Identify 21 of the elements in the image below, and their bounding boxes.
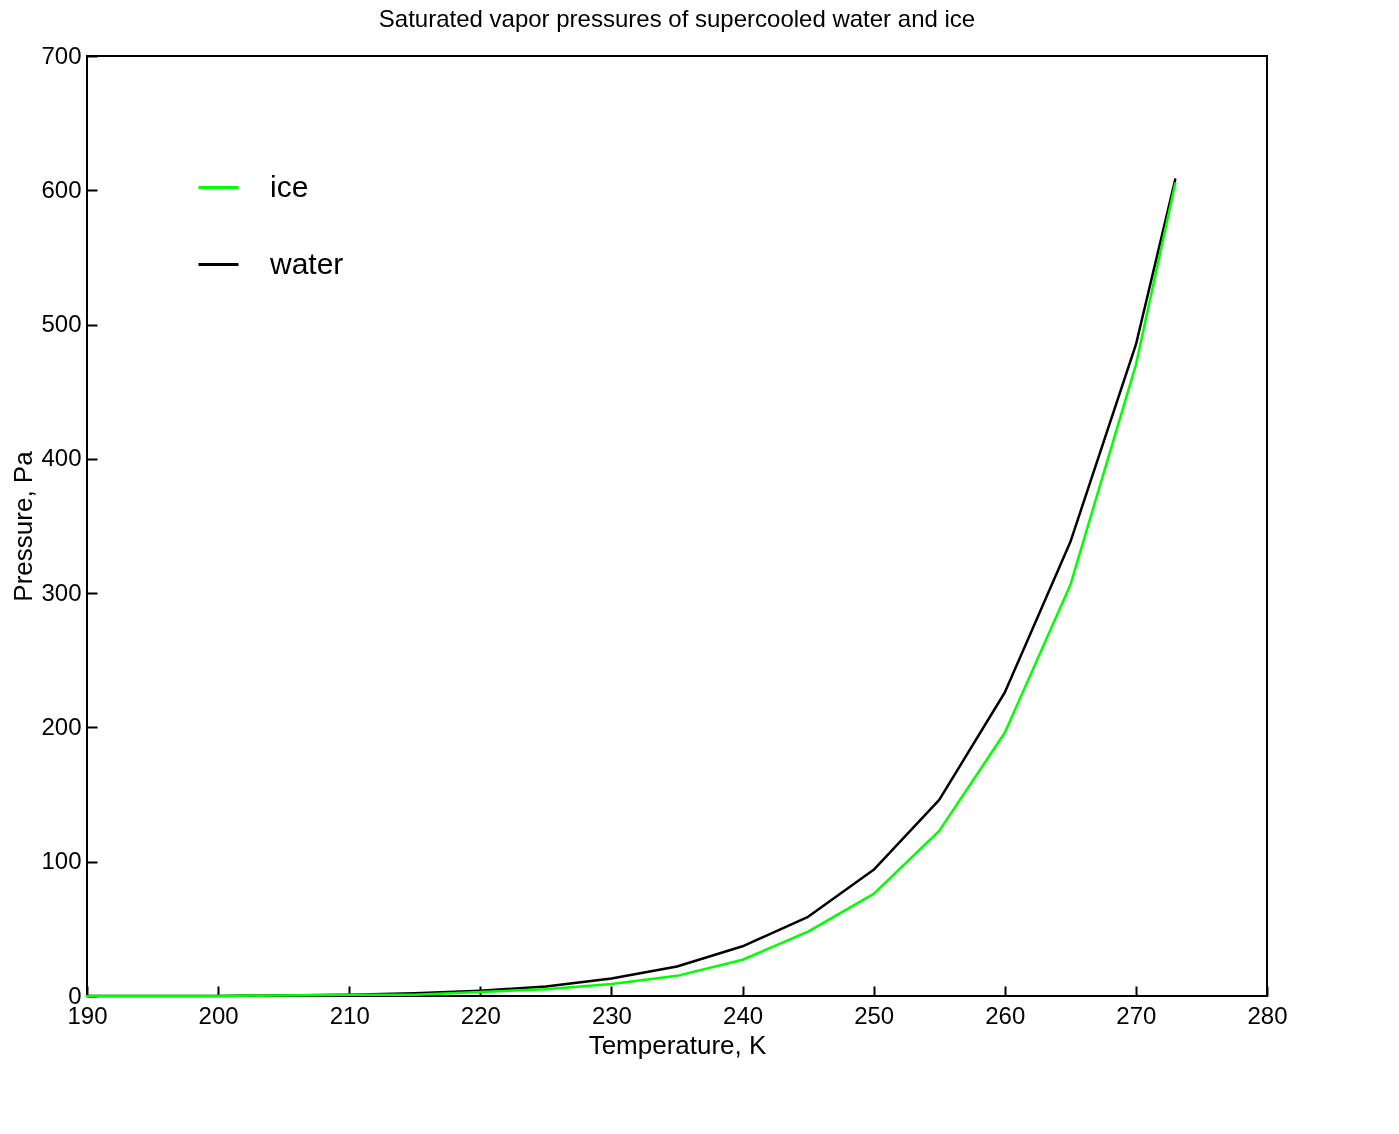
x-axis-title: Temperature, K xyxy=(588,1029,768,1060)
y-tick-label: 700 xyxy=(41,41,82,69)
x-tick-label: 250 xyxy=(854,1001,895,1029)
x-tick-label: 220 xyxy=(460,1001,501,1029)
legend-label: water xyxy=(269,246,344,280)
legend-label: ice xyxy=(270,169,309,203)
y-tick-label: 500 xyxy=(41,310,82,338)
x-tick-label: 200 xyxy=(198,1001,239,1029)
y-tick-label: 200 xyxy=(41,712,82,740)
chart-title: Saturated vapor pressures of supercooled water and ice xyxy=(378,5,976,32)
x-tick-label: 230 xyxy=(591,1001,632,1029)
y-axis-title: Pressure, Pa xyxy=(8,450,39,602)
x-tick-label: 240 xyxy=(723,1001,764,1029)
y-tick-label: 400 xyxy=(41,444,82,472)
x-tick-label: 210 xyxy=(329,1001,370,1029)
x-tick-label: 270 xyxy=(1116,1001,1157,1029)
y-tick-label: 300 xyxy=(41,578,82,606)
x-tick-label: 280 xyxy=(1247,1001,1288,1029)
x-tick-label: 260 xyxy=(985,1001,1026,1029)
y-tick-label: 100 xyxy=(41,847,82,875)
y-tick-label: 600 xyxy=(41,175,82,203)
